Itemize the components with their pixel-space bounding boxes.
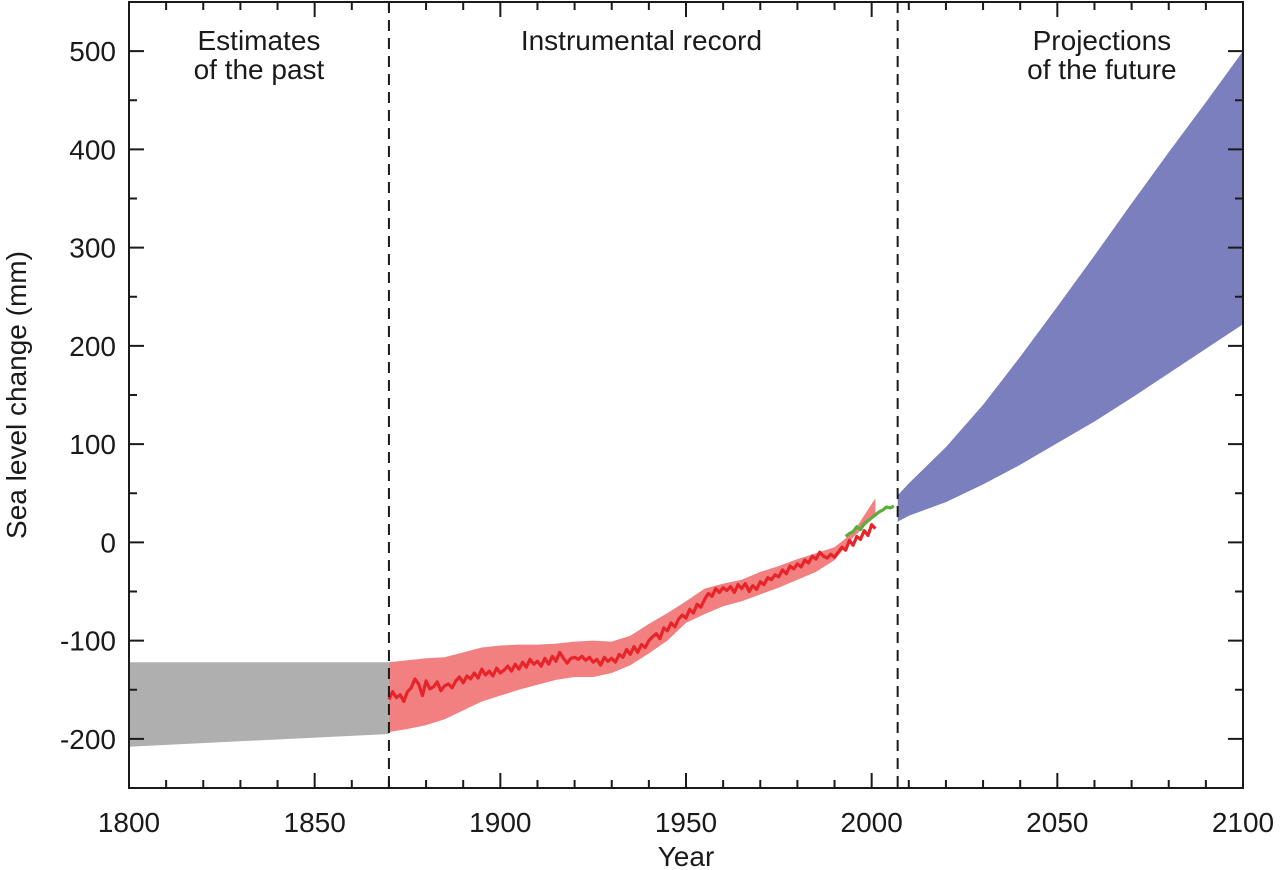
tide-gauge-line — [387, 523, 877, 704]
band-layer — [129, 51, 1243, 747]
y-tick-label: 200 — [69, 331, 116, 362]
x-tick-label: 2000 — [841, 807, 903, 838]
y-tick-label: 500 — [69, 36, 116, 67]
section-label-1: Estimates — [197, 25, 320, 56]
instrumental-uncertainty-band — [388, 498, 876, 732]
divider-layer — [387, 2, 899, 788]
text-layer: 1800 1850 1900 1950 2000 2050 2100 -200 -100 0 100… — [1, 25, 1274, 870]
y-tick-label: -100 — [60, 626, 116, 657]
y-tick-label: -200 — [60, 724, 116, 755]
x-tick-label: 1900 — [469, 807, 531, 838]
section-label-3: Projections — [1033, 25, 1172, 56]
y-tick-label: 0 — [100, 527, 116, 558]
section-label-1: of the past — [194, 54, 325, 85]
section-label-2: Instrumental record — [521, 25, 762, 56]
y-tick-label: 400 — [69, 134, 116, 165]
x-tick-label: 1850 — [284, 807, 346, 838]
satellite-line — [844, 504, 895, 538]
x-tick-label: 1800 — [98, 807, 160, 838]
y-tick-label: 300 — [69, 233, 116, 264]
axes-layer — [128, 1, 1244, 789]
x-tick-label: 2050 — [1026, 807, 1088, 838]
section-label-3: of the future — [1027, 54, 1176, 85]
line-layer — [387, 504, 895, 704]
y-tick-label: 100 — [69, 429, 116, 460]
y-axis-title: Sea level change (mm) — [1, 251, 32, 539]
x-tick-label: 1950 — [655, 807, 717, 838]
projection-band — [897, 51, 1243, 522]
x-axis-title: Year — [658, 841, 715, 870]
x-tick-label: 2100 — [1212, 807, 1274, 838]
past-estimate-band — [129, 662, 389, 747]
